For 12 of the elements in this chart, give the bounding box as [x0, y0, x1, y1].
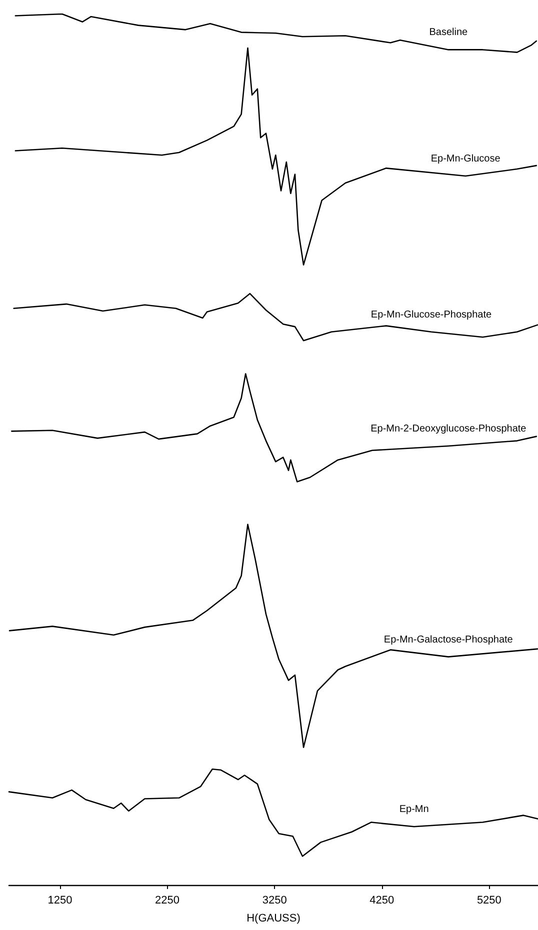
x-tick-label: 5250 [476, 894, 502, 906]
series-label: Ep-Mn-Glucose-Phosphate [370, 309, 492, 320]
series-label: Ep-Mn-2-Deoxyglucose-Phosphate [370, 424, 527, 435]
series-label: Ep-Mn-Galactose-Phosphate [384, 634, 514, 646]
x-tick-label: 2250 [155, 894, 180, 906]
series-label: Ep-Mn [399, 804, 429, 816]
series-label: Baseline [429, 27, 468, 38]
x-tick-label: 1250 [48, 894, 72, 906]
x-tick-label: 3250 [262, 894, 287, 906]
x-tick-label: 4250 [370, 894, 394, 906]
series-label: Ep-Mn-Glucose [430, 154, 501, 165]
x-axis-title: H(GAUSS) [246, 912, 300, 924]
